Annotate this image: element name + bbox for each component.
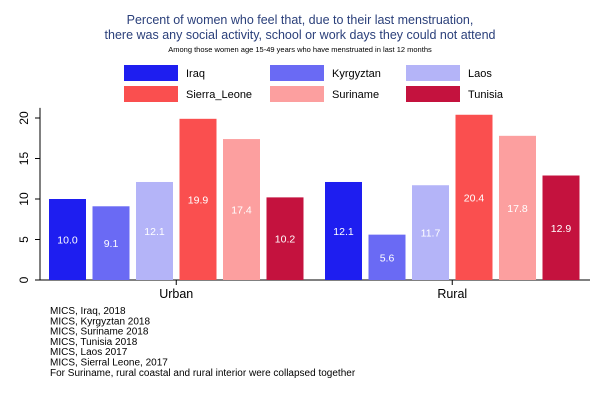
legend-label-1: Iraq <box>186 68 205 80</box>
bar-value-2-6: 12.9 <box>551 223 572 235</box>
bar-1-4 <box>179 118 217 280</box>
y-tick-label-4: 15 <box>17 152 31 166</box>
bar-1-3 <box>136 181 173 280</box>
bar-value-1-1: 10.0 <box>57 235 78 247</box>
note-line-5: MICS, Laos 2017 <box>50 347 128 358</box>
bar-value-1-6: 10.2 <box>275 234 296 246</box>
note-line-2: MICS, Kyrgyztan 2018 <box>50 316 150 327</box>
x-category-label-1: Urban <box>159 287 193 301</box>
chart-subtitle: Among those women age 15-49 years who ha… <box>168 45 432 54</box>
bar-value-2-2: 5.6 <box>380 252 395 264</box>
legend-swatch-4 <box>124 86 178 102</box>
bar-2-1 <box>325 181 362 280</box>
legend-label-4: Sierra_Leone <box>186 89 252 101</box>
bar-value-1-2: 9.1 <box>104 238 119 250</box>
note-line-1: MICS, Iraq, 2018 <box>50 306 126 317</box>
bar-2-4 <box>455 114 493 280</box>
bar-2-2 <box>368 234 406 280</box>
legend-swatch-3 <box>406 65 460 81</box>
legend-swatch-2 <box>270 65 324 81</box>
note-line-7: For Suriname, rural coastal and rural in… <box>50 368 356 379</box>
chart-title-line-2: there was any social activity, school or… <box>105 28 496 42</box>
axes: 0 5 10 15 20 Urban Rural <box>17 107 590 301</box>
note-line-4: MICS, Tunisia 2018 <box>50 337 138 348</box>
bar-1-5 <box>223 139 260 280</box>
bar-value-2-3: 11.7 <box>421 228 441 240</box>
chart-title-line-1: Percent of women who feel that, due to t… <box>127 13 474 27</box>
note-line-3: MICS, Suriname 2018 <box>50 327 149 338</box>
legend-label-3: Laos <box>468 68 492 80</box>
bar-value-1-3: 12.1 <box>144 226 165 238</box>
y-tick-label-2: 5 <box>17 236 31 243</box>
bar-1-2 <box>92 206 130 280</box>
legend-label-6: Tunisia <box>468 89 504 101</box>
legend-label-2: Kyrgyztan <box>332 68 381 80</box>
bar-value-1-5: 17.4 <box>231 205 252 217</box>
bar-value-2-5: 17.8 <box>507 203 528 215</box>
y-tick-label-1: 0 <box>17 276 31 283</box>
bar-value-2-4: 20.4 <box>464 192 485 204</box>
x-category-label-2: Rural <box>437 287 467 301</box>
legend-swatch-6 <box>406 86 460 102</box>
legend: Iraq Kyrgyztan Laos Sierra_Leone Suriname Tun… <box>124 65 504 102</box>
bar-1-1 <box>49 199 86 280</box>
bar-2-3 <box>412 185 449 280</box>
bar-value-1-4: 19.9 <box>188 194 209 206</box>
bar-1-6 <box>266 197 304 280</box>
bar-value-2-1: 12.1 <box>333 226 354 238</box>
legend-swatch-1 <box>124 65 178 81</box>
y-tick-label-3: 10 <box>17 192 31 206</box>
bar-2-6 <box>542 175 580 280</box>
y-tick-label-5: 20 <box>17 111 31 125</box>
note-line-6: MICS, Sierral Leone, 2017 <box>50 358 168 369</box>
legend-label-5: Suriname <box>332 89 379 101</box>
legend-swatch-5 <box>270 86 324 102</box>
bars: 10.0 9.1 12.1 19.9 17.4 10.2 12.1 5.6 11.7 20.4 17… <box>49 114 580 280</box>
bar-2-5 <box>499 135 536 280</box>
